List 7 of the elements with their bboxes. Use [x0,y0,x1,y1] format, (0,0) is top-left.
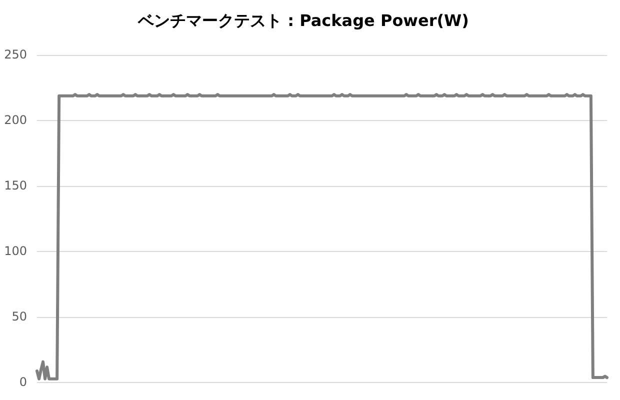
y-tick-label: 0 [19,374,27,389]
y-tick-label: 50 [12,309,27,324]
y-tick-label: 200 [4,112,27,127]
chart-title: ベンチマークテスト : Package Power(W) [137,10,469,30]
y-tick-label: 100 [4,244,27,258]
y-tick-label: 250 [4,47,27,62]
y-tick-label: 150 [4,178,27,192]
